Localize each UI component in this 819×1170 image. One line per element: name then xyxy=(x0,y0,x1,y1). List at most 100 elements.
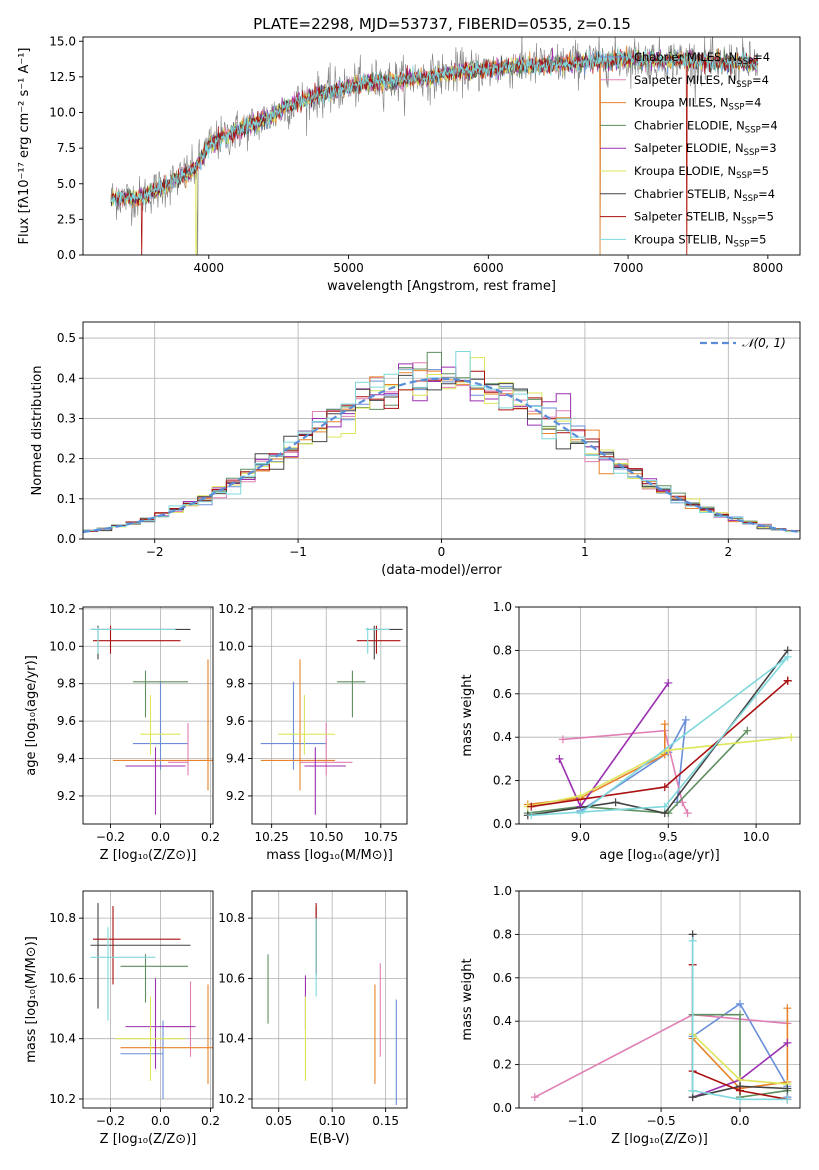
residuals-marks xyxy=(83,351,800,534)
y-axis-label: mass weight xyxy=(460,674,475,756)
normal-curve xyxy=(83,377,800,534)
x-tick-label: 0.2 xyxy=(201,830,220,844)
weight-line-1 xyxy=(580,719,687,812)
weight_vs_Z-marks xyxy=(530,930,792,1104)
y-tick-label: 10.4 xyxy=(49,1032,76,1046)
y-axis-label: age [log₁₀(age/yr)] xyxy=(24,655,39,776)
spectrum-marks xyxy=(110,37,759,255)
weight-marker xyxy=(527,802,536,811)
y-tick-label: 5.0 xyxy=(57,177,76,191)
x-tick-label: 0 xyxy=(438,545,446,559)
histogram-4 xyxy=(83,351,800,532)
weight-marker xyxy=(530,1093,539,1102)
y-tick-label: 0.2 xyxy=(493,1058,512,1072)
axes-frame xyxy=(518,890,801,1109)
weight-marker xyxy=(743,726,752,735)
x-axis-label: E(B-V) xyxy=(309,1132,349,1147)
weight-marker xyxy=(660,720,669,729)
y-tick-label: 0.8 xyxy=(493,643,512,657)
x-tick-label: 0.0 xyxy=(151,830,170,844)
age_vs_Z-panel: −0.2 0.0 0.2 9.2 9.4 9.6 9.8 10.0 10.2 Z [log₁₀(Z… xyxy=(24,602,220,863)
weight-marker xyxy=(576,791,585,800)
figure-title: PLATE=2298, MJD=53737, FIBERID=0535, z=0… xyxy=(253,15,631,33)
y-tick-label: 7.5 xyxy=(57,141,76,155)
y-tick-label: 0.4 xyxy=(493,730,512,744)
legend-label: Chabrier STELIB, NSSP=4 xyxy=(634,187,775,204)
mass_vs_ebv-marks xyxy=(267,903,397,1105)
x-tick-label: 2 xyxy=(724,545,732,559)
weight-marker xyxy=(558,735,567,744)
y-tick-label: 0.2 xyxy=(493,774,512,788)
weight-marker xyxy=(736,1010,745,1019)
y-tick-label: 10.2 xyxy=(218,1092,245,1106)
y-tick-label: 10.2 xyxy=(49,1092,76,1106)
weight-line-9 xyxy=(531,656,789,817)
weight-line-9 xyxy=(691,940,788,1101)
x-tick-label: 0.15 xyxy=(372,1114,399,1128)
weight-marker xyxy=(664,678,673,687)
x-axis-label: Z [log₁₀(Z/Z⊙)] xyxy=(100,848,197,863)
axes-frame xyxy=(518,606,801,825)
legend-label: Salpeter ELODIE, NSSP=3 xyxy=(634,141,777,158)
y-tick-label: 0.2 xyxy=(57,452,76,466)
age_vs_mass-marks xyxy=(260,625,403,815)
x-tick-label: 0.0 xyxy=(151,1114,170,1128)
weight-marker xyxy=(527,811,536,820)
y-axis-label: mass [log₁₀(M/M⊙)] xyxy=(24,936,39,1063)
weight-marker xyxy=(783,1084,792,1093)
y-tick-label: 0.4 xyxy=(493,1014,512,1028)
y-tick-label: 0.0 xyxy=(493,1101,512,1115)
weight-marker xyxy=(688,936,697,945)
x-tick-label: 10.0 xyxy=(743,830,770,844)
x-tick-label: 9.0 xyxy=(571,830,590,844)
y-tick-label: 0.1 xyxy=(57,492,76,506)
y-tick-label: 10.0 xyxy=(49,106,76,120)
x-tick-label: 10.75 xyxy=(364,830,398,844)
weight-marker xyxy=(783,652,792,661)
x-tick-label: 10.25 xyxy=(254,830,288,844)
weight-line-6 xyxy=(527,736,792,808)
weight-marker xyxy=(783,1095,792,1104)
y-tick-label: 9.8 xyxy=(57,677,76,691)
spectrum-legend: Chabrier MILES, NSSP=4 Salpeter MILES, NS… xyxy=(600,50,778,249)
y-tick-label: 9.2 xyxy=(226,789,245,803)
y-tick-label: 10.6 xyxy=(49,971,76,985)
histogram-9 xyxy=(83,351,800,532)
weight-marker xyxy=(783,1004,792,1013)
weight-line-8 xyxy=(531,680,789,808)
weight-marker xyxy=(736,1086,745,1095)
mass_vs_Z-panel: −0.2 0.0 0.2 10.2 10.4 10.6 10.8 Z [log₁₀(Z/Z⊙)… xyxy=(24,890,220,1147)
weight-marker xyxy=(688,1086,697,1095)
residuals-panel: 𝒩(0, 1) −2 −1 0 1 2 0.0 0.1 0.2 0.3 0.4 0.5 (data-mo… xyxy=(30,321,801,578)
y-tick-label: 15.0 xyxy=(49,34,76,48)
y-tick-label: 0.5 xyxy=(57,331,76,345)
weight_vs_age-marks xyxy=(523,646,796,820)
legend-label: Kroupa ELODIE, NSSP=5 xyxy=(634,164,769,181)
y-tick-label: 10.8 xyxy=(49,911,76,925)
y-tick-label: 1.0 xyxy=(493,884,512,898)
weight-marker xyxy=(736,999,745,1008)
x-axis-label: age [log₁₀(age/yr)] xyxy=(599,848,720,863)
y-tick-label: 9.4 xyxy=(57,752,76,766)
mass_vs_ebv-panel: 0.05 0.10 0.15 10.2 10.4 10.6 10.8 E(B-V) xyxy=(218,890,408,1147)
x-tick-label: −0.2 xyxy=(96,1114,125,1128)
y-tick-label: 9.6 xyxy=(57,714,76,728)
x-tick-label: −1.0 xyxy=(568,1114,597,1128)
x-axis-label: (data-model)/error xyxy=(381,563,502,578)
weight-marker xyxy=(660,802,669,811)
y-tick-label: 9.2 xyxy=(57,789,76,803)
weight-marker xyxy=(736,1095,745,1104)
x-tick-label: −2 xyxy=(146,545,164,559)
y-tick-label: 0.0 xyxy=(57,248,76,262)
y-tick-label: 10.0 xyxy=(218,639,245,653)
x-tick-label: 0.05 xyxy=(265,1114,292,1128)
x-tick-label: 6000 xyxy=(473,261,504,275)
x-tick-label: −0.5 xyxy=(647,1114,676,1128)
spectrum-panel: Chabrier MILES, NSSP=4 Salpeter MILES, NS… xyxy=(17,34,801,294)
x-tick-label: 0.0 xyxy=(730,1114,749,1128)
legend-label: Kroupa MILES, NSSP=4 xyxy=(634,96,761,113)
histogram-8 xyxy=(83,370,800,532)
x-axis-label: mass [log₁₀(M/M⊙)] xyxy=(266,848,393,863)
axes-frame xyxy=(82,890,214,1109)
